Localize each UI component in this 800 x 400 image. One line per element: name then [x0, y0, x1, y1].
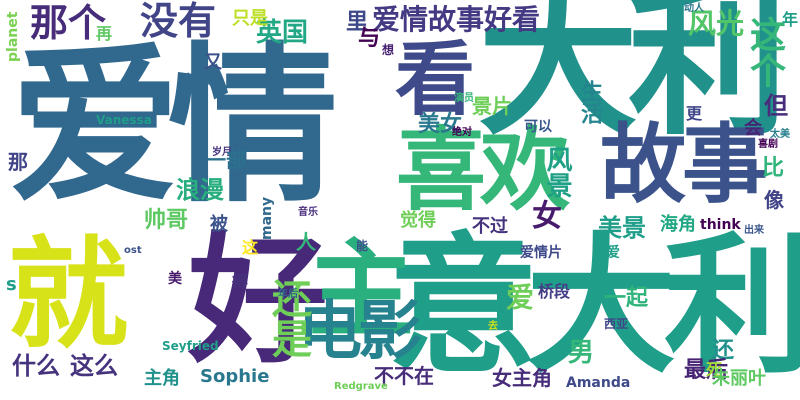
word: 还是	[265, 278, 311, 358]
word: 会	[744, 118, 762, 139]
word: 喜欢	[396, 118, 570, 223]
word: 岁月	[212, 147, 232, 158]
word: 男	[568, 338, 595, 368]
word: 得	[232, 272, 249, 291]
word: Seyfried	[162, 339, 219, 353]
word: 英国	[256, 18, 309, 48]
word: 女主角	[492, 366, 552, 390]
word: 但	[764, 92, 788, 120]
word: 这	[242, 238, 259, 257]
word: 不过	[472, 216, 508, 237]
word: 爱情故事好看	[372, 3, 541, 36]
word: 可爱	[592, 245, 620, 261]
word: 女	[532, 199, 562, 234]
word: 死	[706, 360, 723, 379]
word: 主	[308, 229, 414, 352]
word: 被	[210, 214, 228, 235]
word: 爱情	[10, 28, 338, 226]
word: 年后	[278, 289, 298, 300]
word: 电影	[298, 295, 422, 369]
word: 音乐	[298, 207, 318, 218]
word: 风光	[688, 7, 745, 40]
word: Redgrave	[334, 381, 388, 392]
word: 太美	[770, 129, 790, 140]
word: 比	[762, 156, 785, 181]
word: 与	[358, 26, 381, 51]
word: s	[6, 274, 17, 295]
word: 这么	[70, 352, 118, 380]
word: 美女	[418, 112, 463, 137]
word: think	[700, 217, 741, 233]
word: 朱丽叶	[712, 368, 766, 389]
word: 景片	[472, 94, 512, 118]
word: 美景	[598, 214, 646, 242]
word: 觉得	[400, 210, 436, 231]
word: 又	[204, 52, 222, 73]
word: 美	[168, 271, 182, 287]
word: 绝对	[452, 127, 472, 138]
word: 爱	[506, 281, 535, 314]
word: 西亚	[604, 317, 629, 331]
word: 好	[188, 220, 329, 383]
word: 没有	[140, 0, 217, 43]
word: 动人	[684, 3, 704, 14]
word: 这个	[744, 16, 785, 88]
word: 意大利	[388, 220, 800, 394]
word: 再	[96, 24, 113, 43]
word: 演员	[454, 93, 474, 104]
word: 可以	[524, 119, 552, 135]
word: 爱情片	[520, 245, 562, 261]
word: 只是	[232, 8, 268, 29]
word: 就	[8, 226, 128, 365]
word: 主角	[144, 368, 180, 389]
word: Vanessa	[96, 113, 152, 127]
word: 桥段	[538, 282, 571, 301]
word: 怎么	[184, 73, 212, 89]
word: 去	[488, 321, 498, 332]
word: 年	[782, 10, 799, 29]
word: many	[259, 196, 275, 240]
word: planet	[5, 11, 21, 62]
word: 帅哥	[144, 208, 189, 233]
word: 想	[382, 43, 395, 57]
word: 浪漫	[176, 176, 224, 204]
word: 还	[712, 338, 735, 363]
word: 出来	[744, 225, 764, 236]
word: 故事	[600, 115, 768, 215]
word: 人	[296, 230, 316, 254]
word: 喜剧	[758, 139, 778, 150]
word: 最后	[684, 358, 729, 383]
word: 什么	[12, 352, 60, 380]
word: 海角	[660, 214, 696, 235]
word: 风景	[542, 146, 572, 198]
word: 像	[764, 188, 784, 212]
word: 能	[356, 239, 369, 253]
word: 那	[8, 150, 28, 174]
word: Sophie	[200, 366, 270, 387]
word: ost	[124, 245, 142, 256]
word: Amanda	[566, 375, 631, 391]
word: 那个	[30, 1, 107, 45]
word: 看	[395, 33, 475, 126]
word: 一起	[604, 286, 649, 311]
word: 更	[686, 104, 703, 123]
word: 不不在	[374, 364, 434, 388]
word: 里	[346, 10, 369, 35]
word: 大利	[478, 0, 788, 157]
word: 生活	[577, 80, 602, 124]
word: 一部	[206, 148, 246, 172]
